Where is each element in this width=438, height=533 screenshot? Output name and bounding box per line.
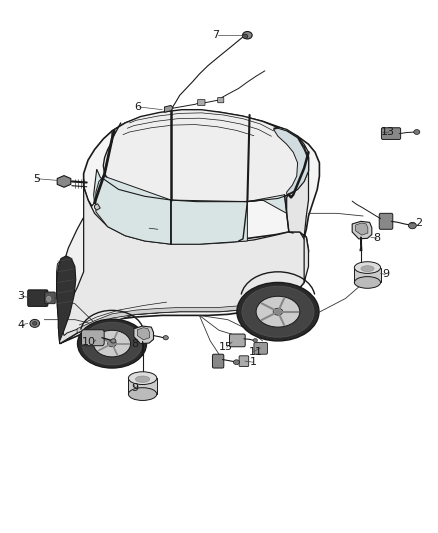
Polygon shape [60,187,306,344]
Ellipse shape [93,330,131,357]
Ellipse shape [128,387,157,400]
Ellipse shape [361,266,374,271]
Ellipse shape [46,296,51,302]
Polygon shape [164,106,173,112]
Ellipse shape [256,296,300,327]
Ellipse shape [128,372,157,384]
Polygon shape [103,110,308,201]
Polygon shape [171,200,247,244]
Polygon shape [138,328,150,340]
Ellipse shape [273,308,283,315]
Ellipse shape [111,339,116,343]
Text: 4: 4 [17,320,25,330]
Ellipse shape [163,336,168,340]
Text: 8: 8 [374,233,381,244]
FancyBboxPatch shape [81,330,104,346]
Text: 8: 8 [131,339,138,349]
FancyBboxPatch shape [254,343,268,354]
FancyBboxPatch shape [218,98,224,103]
Polygon shape [58,203,180,344]
FancyBboxPatch shape [45,292,55,304]
Ellipse shape [82,322,142,365]
FancyBboxPatch shape [198,100,205,106]
FancyBboxPatch shape [28,290,48,306]
Ellipse shape [253,338,258,342]
Ellipse shape [78,319,147,368]
FancyBboxPatch shape [239,356,249,367]
Ellipse shape [242,286,314,337]
Ellipse shape [243,31,252,39]
Polygon shape [57,256,76,344]
Ellipse shape [354,262,381,273]
Text: 6: 6 [134,102,141,112]
Ellipse shape [32,321,37,325]
Text: 13: 13 [381,127,395,137]
Polygon shape [247,195,287,213]
Text: 9: 9 [131,383,138,393]
FancyBboxPatch shape [381,128,401,140]
Ellipse shape [354,277,381,288]
Ellipse shape [237,282,319,341]
Ellipse shape [30,319,39,327]
Polygon shape [356,223,368,235]
Text: 3: 3 [17,291,24,301]
FancyBboxPatch shape [212,354,224,368]
Ellipse shape [243,34,248,38]
Text: 15: 15 [219,342,233,352]
Text: 9: 9 [382,270,389,279]
FancyBboxPatch shape [379,213,393,229]
Ellipse shape [233,360,240,365]
Polygon shape [274,127,308,282]
Polygon shape [274,128,308,195]
Polygon shape [352,221,372,239]
Polygon shape [96,176,171,244]
Text: 11: 11 [249,346,263,357]
Text: 1: 1 [250,357,257,367]
Polygon shape [94,169,180,231]
Text: 5: 5 [33,174,40,184]
Text: 10: 10 [81,337,95,347]
Polygon shape [77,294,289,333]
Ellipse shape [414,130,420,134]
Text: 7: 7 [212,30,219,41]
Text: 2: 2 [416,218,423,228]
FancyBboxPatch shape [230,334,245,347]
Polygon shape [60,111,319,344]
Polygon shape [57,175,71,187]
Ellipse shape [108,341,117,347]
Ellipse shape [409,222,417,229]
Polygon shape [128,378,157,394]
Polygon shape [134,326,153,344]
Polygon shape [354,268,381,282]
Polygon shape [95,204,100,210]
Ellipse shape [135,376,150,382]
Polygon shape [57,260,136,344]
